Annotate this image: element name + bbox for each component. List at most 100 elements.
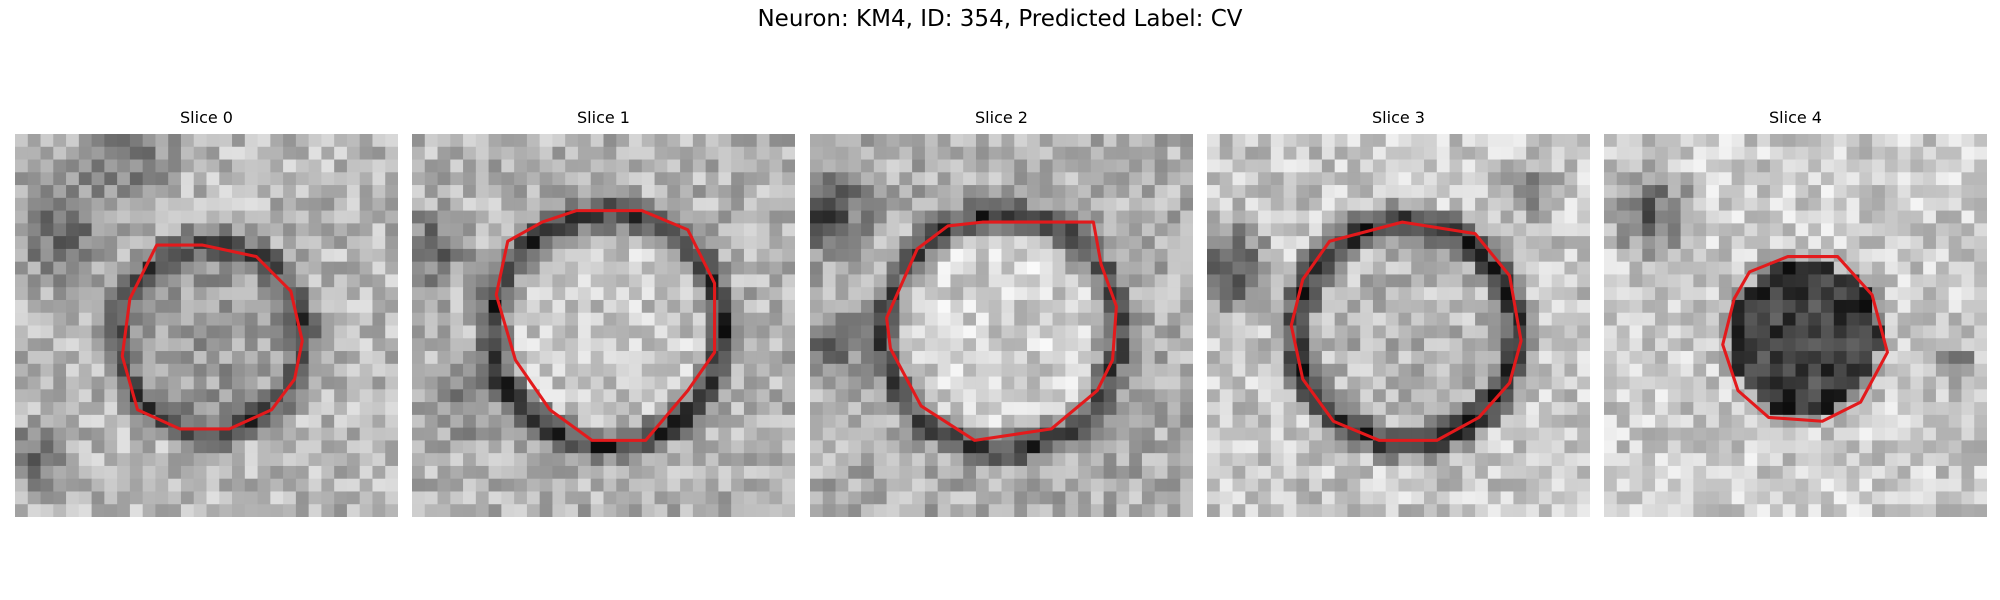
image-pixel <box>129 312 144 326</box>
image-pixel <box>705 236 719 250</box>
image-pixel <box>321 287 335 301</box>
image-pixel <box>848 172 862 186</box>
image-pixel <box>603 197 617 211</box>
image-pixel <box>565 197 579 211</box>
image-pixel <box>1616 261 1630 275</box>
image-pixel <box>1642 236 1656 250</box>
image-pixel <box>577 159 592 173</box>
image-pixel <box>1180 338 1193 352</box>
image-pixel <box>1604 248 1618 263</box>
image-pixel <box>810 351 824 365</box>
image-pixel <box>641 134 655 148</box>
image-pixel <box>667 427 681 441</box>
image-pixel <box>1039 351 1053 365</box>
image-pixel <box>1462 351 1476 365</box>
image-pixel <box>1526 453 1540 467</box>
image-pixel <box>1500 504 1514 517</box>
image-pixel <box>1078 376 1092 390</box>
image-pixel <box>1513 427 1527 441</box>
image-pixel <box>731 197 745 211</box>
image-pixel <box>692 146 707 160</box>
image-pixel <box>1833 427 1847 441</box>
image-pixel <box>1808 389 1822 403</box>
image-pixel <box>886 414 900 429</box>
image-pixel <box>577 325 592 339</box>
image-pixel <box>1245 427 1259 441</box>
image-pixel <box>1961 274 1975 288</box>
image-pixel <box>1360 236 1374 250</box>
image-pixel <box>1065 134 1079 148</box>
image-pixel <box>692 223 707 237</box>
image-pixel <box>232 261 246 275</box>
image-pixel <box>680 325 694 339</box>
image-pixel <box>168 223 182 237</box>
image-pixel <box>1667 223 1681 237</box>
image-pixel <box>667 363 681 377</box>
image-pixel <box>769 465 783 480</box>
image-pixel <box>526 172 541 186</box>
image-pixel <box>1207 504 1221 517</box>
image-pixel <box>1513 197 1527 211</box>
image-pixel <box>861 389 875 403</box>
image-pixel <box>616 261 630 275</box>
image-pixel <box>1321 312 1336 326</box>
image-pixel <box>1129 389 1143 403</box>
image-pixel <box>680 453 694 467</box>
image-pixel <box>1642 491 1656 505</box>
image-pixel <box>1706 274 1720 288</box>
image-pixel <box>475 376 489 390</box>
image-pixel <box>514 248 528 263</box>
image-pixel <box>257 351 271 365</box>
image-pixel <box>1141 453 1156 467</box>
image-pixel <box>835 236 849 250</box>
image-pixel <box>1411 287 1425 301</box>
image-pixel <box>1974 159 1987 173</box>
image-pixel <box>1744 172 1758 186</box>
image-pixel <box>743 312 758 326</box>
image-pixel <box>117 376 131 390</box>
image-pixel <box>1667 453 1681 467</box>
image-pixel <box>1475 453 1489 467</box>
image-pixel <box>1513 274 1527 288</box>
image-pixel <box>78 185 92 199</box>
image-pixel <box>1270 210 1284 224</box>
image-pixel <box>1129 274 1143 288</box>
image-pixel <box>1090 185 1105 199</box>
image-pixel <box>963 172 977 186</box>
image-pixel <box>1923 248 1937 263</box>
image-pixel <box>861 185 875 199</box>
image-pixel <box>1859 351 1873 365</box>
image-pixel <box>1334 146 1348 160</box>
image-pixel <box>117 427 131 441</box>
image-pixel <box>1180 363 1193 377</box>
image-pixel <box>1604 427 1618 441</box>
image-pixel <box>1948 172 1962 186</box>
image-pixel <box>437 312 451 326</box>
image-pixel <box>334 185 348 199</box>
image-pixel <box>283 312 297 326</box>
image-pixel <box>1680 440 1694 454</box>
image-pixel <box>27 159 41 173</box>
image-pixel <box>78 440 92 454</box>
image-pixel <box>641 478 655 492</box>
image-pixel <box>1436 134 1450 148</box>
image-pixel <box>359 185 373 199</box>
image-pixel <box>1795 287 1809 301</box>
image-pixel <box>1808 478 1822 492</box>
image-pixel <box>359 440 373 454</box>
image-pixel <box>565 325 579 339</box>
image-pixel <box>603 491 617 505</box>
image-pixel <box>346 312 361 326</box>
image-pixel <box>1961 504 1975 517</box>
image-pixel <box>1245 351 1259 365</box>
image-pixel <box>155 146 169 160</box>
image-pixel <box>1935 185 1950 199</box>
image-pixel <box>1039 376 1053 390</box>
image-pixel <box>308 414 322 429</box>
image-pixel <box>346 299 361 314</box>
image-pixel <box>66 389 80 403</box>
image-pixel <box>1065 351 1079 365</box>
image-pixel <box>1897 172 1911 186</box>
image-pixel <box>1680 504 1694 517</box>
image-pixel <box>1398 363 1412 377</box>
